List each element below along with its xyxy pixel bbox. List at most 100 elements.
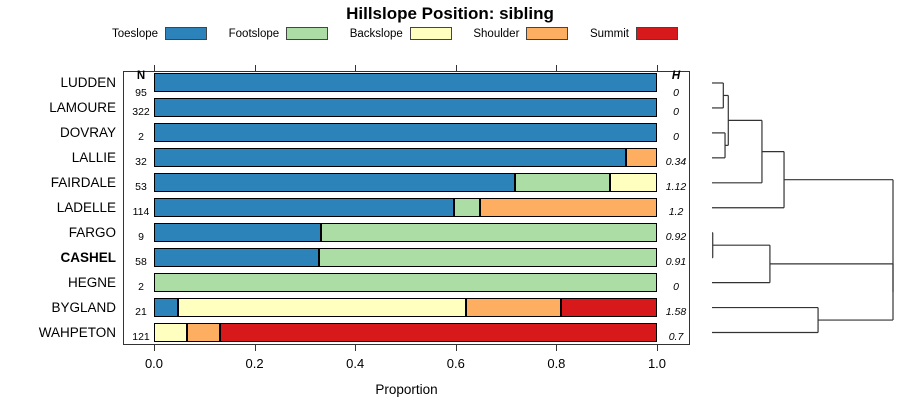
bar-segment-backslope <box>609 173 657 193</box>
h-value: 0 <box>673 130 679 143</box>
bar-row-ludden <box>154 73 657 93</box>
bar-segment-footslope <box>154 273 657 293</box>
row-label-bygland: BYGLAND <box>51 300 116 316</box>
legend-label: Summit <box>589 27 629 40</box>
bar-segment-shoulder <box>465 298 562 318</box>
legend: Toeslope Footslope Backslope Shoulder Summit <box>112 27 678 40</box>
bar-segment-toeslope <box>154 98 657 118</box>
x-axis-tick-top <box>556 64 558 71</box>
bar-row-ladelle <box>154 198 657 218</box>
legend-item-toeslope: Toeslope <box>112 27 208 40</box>
x-axis-tick-bottom <box>355 345 357 351</box>
legend-label: Backslope <box>349 27 403 40</box>
x-axis-tick-bottom <box>254 345 256 351</box>
row-label-hegne: HEGNE <box>67 275 116 291</box>
x-axis-title: Proportion <box>375 382 438 397</box>
bar-segment-toeslope <box>154 173 515 193</box>
x-axis-tick-bottom <box>154 345 155 351</box>
bar-segment-toeslope <box>154 198 454 218</box>
row-label-dovray: DOVRAY <box>59 125 116 141</box>
x-axis-tick-label: 0.0 <box>144 356 164 371</box>
h-value: 1.2 <box>668 205 684 218</box>
plot-box <box>123 70 690 345</box>
h-value: 0.91 <box>665 255 687 268</box>
bar-row-cashel <box>154 248 657 268</box>
row-label-ladelle: LADELLE <box>56 200 116 216</box>
legend-label: Toeslope <box>112 27 159 40</box>
bar-row-dovray <box>154 123 657 143</box>
legend-swatch-footslope <box>286 27 329 40</box>
bar-row-fairdale <box>154 173 657 193</box>
legend-item-summit: Summit <box>590 27 678 40</box>
h-value: 0.34 <box>665 155 687 168</box>
bar-segment-toeslope <box>154 223 322 243</box>
bar-segment-footslope <box>514 173 610 193</box>
bar-segment-footslope <box>321 223 657 243</box>
x-axis-tick-top <box>455 64 457 71</box>
legend-swatch-backslope <box>409 27 452 40</box>
h-value: 1.58 <box>665 305 687 318</box>
legend-swatch-summit <box>635 27 678 40</box>
h-value: 0.7 <box>668 330 684 343</box>
x-axis-tick-top <box>254 64 256 71</box>
row-label-ludden: LUDDEN <box>60 75 116 91</box>
legend-swatch-shoulder <box>526 27 569 40</box>
x-axis-tick-top <box>355 64 357 71</box>
h-value: 0 <box>673 105 679 118</box>
bar-segment-shoulder <box>480 198 657 218</box>
legend-label: Footslope <box>228 27 280 40</box>
legend-item-footslope: Footslope <box>229 27 329 40</box>
n-value: 58 <box>135 255 147 268</box>
h-value: 0 <box>673 86 679 99</box>
h-value: 0 <box>673 280 679 293</box>
bar-segment-toeslope <box>154 123 657 143</box>
legend-swatch-toeslope <box>165 27 208 40</box>
n-value: 2 <box>138 130 144 143</box>
bar-row-hegne <box>154 273 657 293</box>
x-axis-tick-label: 1.0 <box>647 356 667 371</box>
n-value: 322 <box>132 105 150 118</box>
bar-row-bygland <box>154 298 657 318</box>
n-value: 21 <box>135 305 147 318</box>
n-value: 2 <box>138 280 144 293</box>
x-axis-tick-bottom <box>556 345 558 351</box>
bar-segment-backslope <box>154 323 188 343</box>
n-value: 121 <box>132 330 150 343</box>
h-value: 1.12 <box>665 180 687 193</box>
bar-segment-toeslope <box>154 248 319 268</box>
chart-title: Hillslope Position: sibling <box>346 4 554 23</box>
bar-row-wahpeton <box>154 323 657 343</box>
legend-item-backslope: Backslope <box>350 27 452 40</box>
bar-segment-shoulder <box>187 323 221 343</box>
row-label-wahpeton: WAHPETON <box>38 325 116 341</box>
row-label-fairdale: FAIRDALE <box>50 175 116 191</box>
bar-segment-toeslope <box>154 298 179 318</box>
n-value: 114 <box>132 205 150 218</box>
h-column-header: H <box>671 70 681 82</box>
bar-segment-summit <box>220 323 657 343</box>
n-value: 9 <box>138 230 144 243</box>
x-axis-tick-label: 0.2 <box>245 356 264 371</box>
n-column-header: N <box>136 70 146 82</box>
x-axis-tick-top <box>154 64 155 71</box>
row-label-lallie: LALLIE <box>71 150 116 166</box>
bar-row-fargo <box>154 223 657 243</box>
x-axis-tick-label: 0.4 <box>346 356 365 371</box>
bar-segment-footslope <box>318 248 657 268</box>
h-value: 0.92 <box>665 230 687 243</box>
bar-row-lallie <box>154 148 657 168</box>
row-label-cashel: CASHEL <box>60 250 116 266</box>
bar-segment-footslope <box>453 198 481 218</box>
legend-label: Shoulder <box>473 27 520 40</box>
legend-item-shoulder: Shoulder <box>473 27 569 40</box>
bar-row-lamoure <box>154 98 657 118</box>
x-axis-tick-label: 0.8 <box>547 356 566 371</box>
bar-segment-toeslope <box>154 73 657 93</box>
bar-segment-toeslope <box>154 148 626 168</box>
bar-segment-shoulder <box>625 148 657 168</box>
x-axis-tick-bottom <box>455 345 457 351</box>
n-value: 53 <box>135 180 147 193</box>
x-axis-tick-bottom <box>657 345 658 351</box>
